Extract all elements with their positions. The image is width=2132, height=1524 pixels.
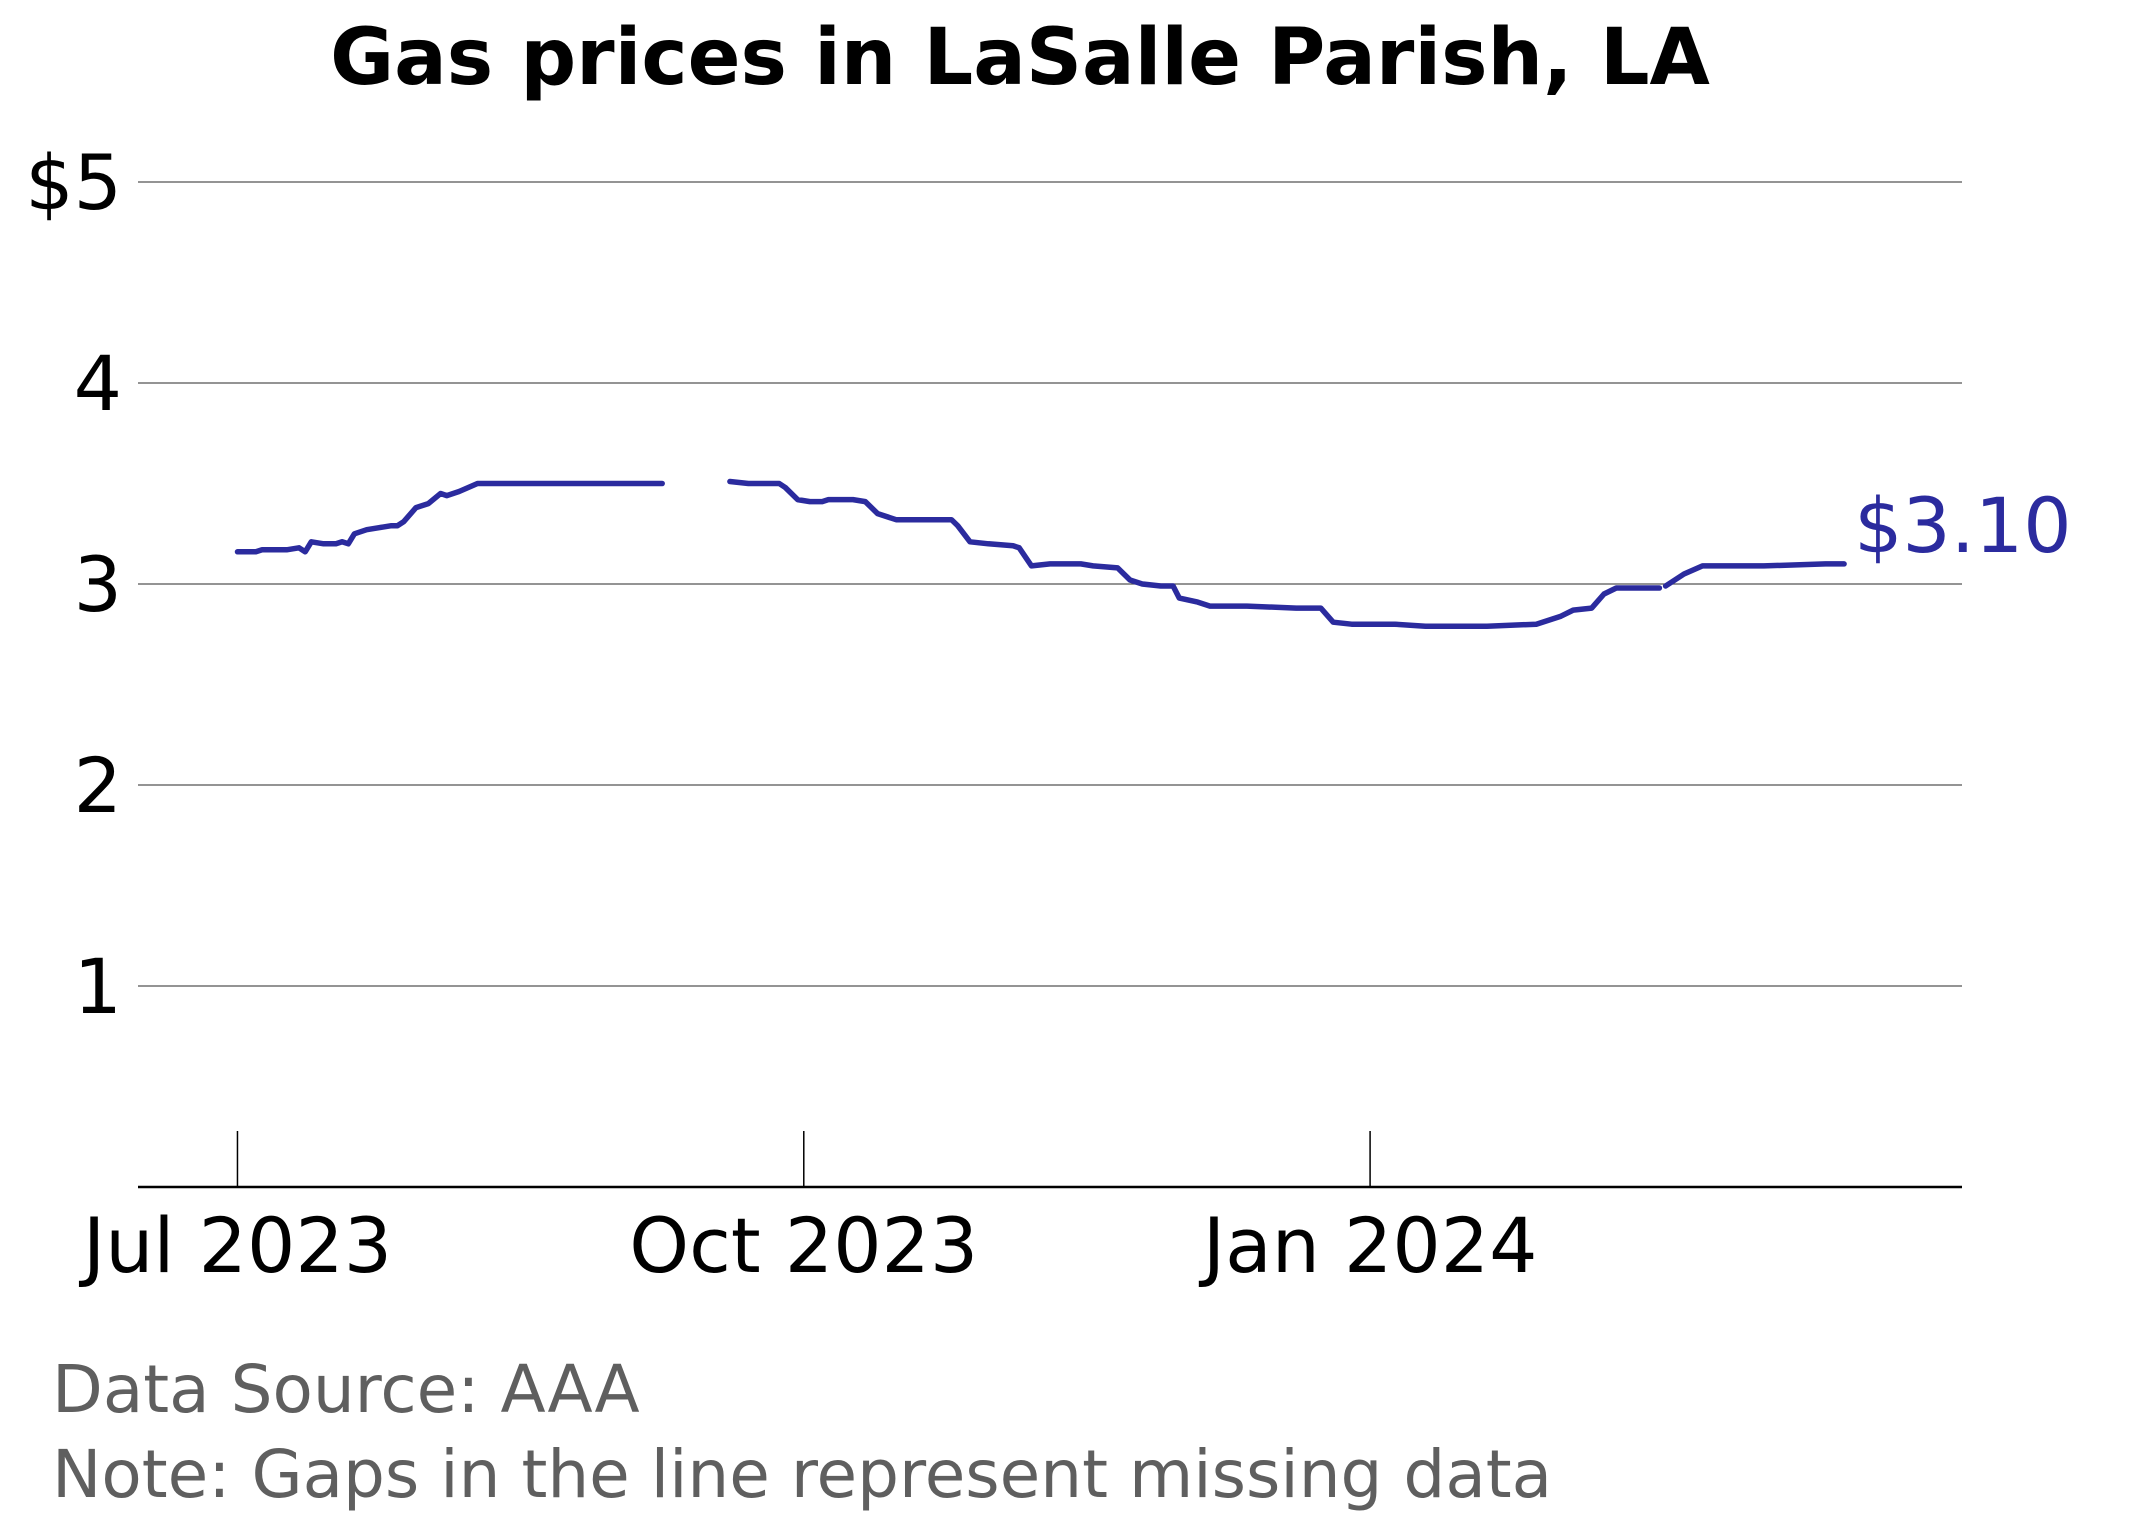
gridlines — [138, 181, 1962, 987]
latest-price-label: $3.10 — [1854, 481, 2072, 570]
series-line-segment — [234, 480, 665, 555]
y-axis-ticks: 1 2 3 4 $5 — [25, 138, 122, 1031]
chart-title: Gas prices in LaSalle Parish, LA — [330, 13, 1710, 103]
y-tick-label: 3 — [74, 540, 122, 629]
y-tick-label: 2 — [74, 741, 122, 830]
series-line-segment — [727, 478, 1663, 629]
x-axis-ticks: Jul 2023 Oct 2023 Jan 2024 — [79, 1131, 1538, 1290]
y-tick-label: 1 — [74, 942, 122, 1031]
data-source-note: Data Source: AAA — [52, 1351, 640, 1428]
x-tick-label: Jan 2024 — [1199, 1201, 1538, 1290]
y-tick-label: $5 — [25, 138, 122, 227]
x-tick-label: Oct 2023 — [629, 1201, 978, 1290]
series-line-segment — [1662, 561, 1847, 589]
x-tick-label: Jul 2023 — [79, 1201, 392, 1290]
y-tick-label: 4 — [74, 339, 122, 428]
missing-data-note: Note: Gaps in the line represent missing… — [52, 1436, 1552, 1513]
price-series — [234, 478, 1847, 629]
